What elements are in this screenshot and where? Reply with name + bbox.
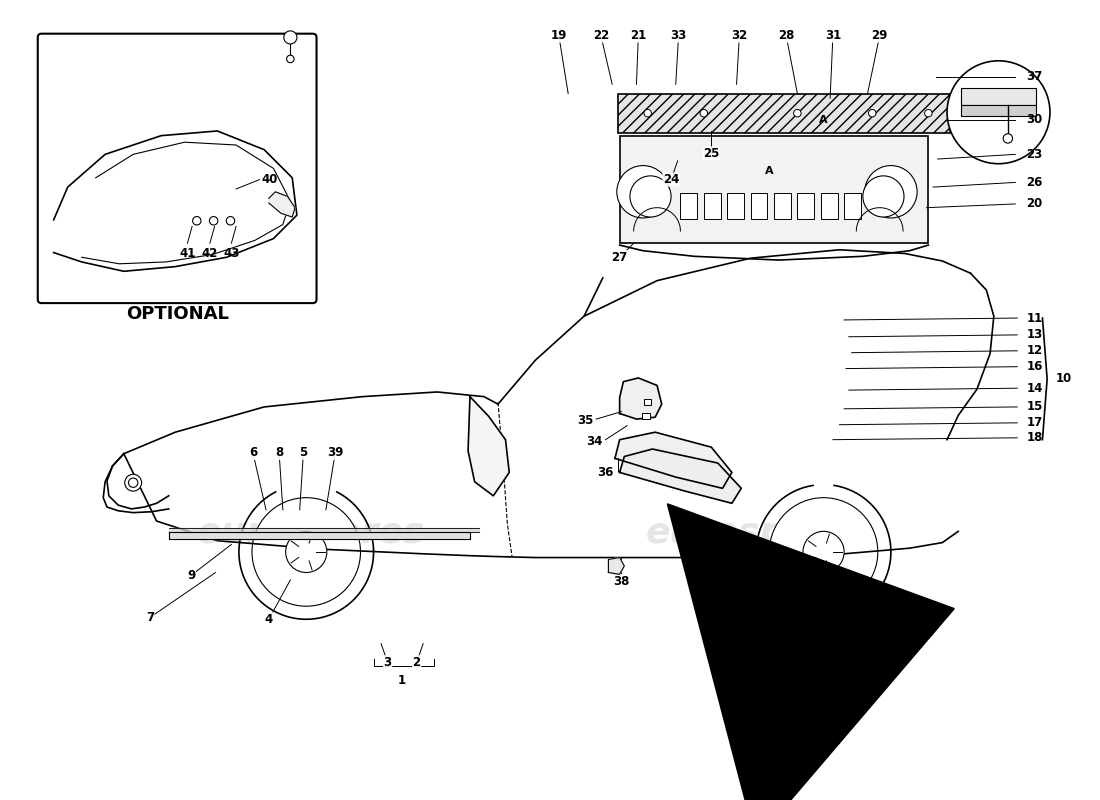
Text: 15: 15: [1026, 401, 1043, 414]
Text: 29: 29: [871, 29, 888, 42]
Text: 6: 6: [249, 446, 257, 459]
Bar: [644, 399, 651, 405]
FancyBboxPatch shape: [37, 34, 317, 303]
Circle shape: [700, 110, 707, 117]
Text: 26: 26: [1026, 176, 1043, 189]
Text: 4: 4: [265, 613, 273, 626]
Text: A: A: [820, 114, 828, 125]
Bar: [961, 105, 1036, 116]
Bar: [642, 414, 650, 419]
Text: 3: 3: [384, 656, 392, 669]
Text: 25: 25: [703, 147, 719, 160]
Text: 9: 9: [187, 569, 196, 582]
Circle shape: [1003, 134, 1012, 143]
Bar: [961, 88, 1036, 105]
Circle shape: [252, 498, 361, 606]
Text: 13: 13: [1026, 329, 1043, 342]
Text: 21: 21: [630, 29, 647, 42]
Text: 20: 20: [1026, 198, 1043, 210]
Bar: [619, 136, 928, 243]
Bar: [704, 193, 720, 219]
Polygon shape: [168, 528, 480, 532]
Polygon shape: [615, 432, 732, 488]
Text: 33: 33: [670, 29, 686, 42]
Text: OPTIONAL: OPTIONAL: [125, 305, 229, 323]
Bar: [844, 193, 861, 219]
Circle shape: [227, 217, 234, 225]
Bar: [798, 193, 814, 219]
Circle shape: [925, 110, 932, 117]
Circle shape: [284, 31, 297, 44]
Text: 10: 10: [1056, 372, 1071, 386]
Text: 18: 18: [1026, 431, 1043, 444]
Text: 37: 37: [1026, 70, 1043, 83]
Text: 36: 36: [597, 466, 614, 479]
Circle shape: [869, 110, 876, 117]
Circle shape: [287, 55, 294, 62]
Text: 39: 39: [327, 446, 343, 459]
Circle shape: [124, 474, 142, 491]
Text: A: A: [764, 166, 773, 176]
Text: 31: 31: [825, 29, 842, 42]
Polygon shape: [268, 192, 295, 217]
Polygon shape: [608, 558, 625, 574]
Bar: [727, 193, 744, 219]
Circle shape: [803, 531, 844, 573]
Circle shape: [192, 217, 201, 225]
Circle shape: [209, 217, 218, 225]
Circle shape: [630, 176, 671, 217]
Polygon shape: [619, 378, 662, 419]
Text: 14: 14: [1026, 382, 1043, 394]
Circle shape: [947, 61, 1050, 164]
Polygon shape: [168, 532, 470, 539]
Bar: [774, 193, 791, 219]
Circle shape: [865, 166, 917, 218]
Text: 28: 28: [778, 29, 794, 42]
Text: 41: 41: [179, 247, 196, 260]
Text: 38: 38: [614, 575, 629, 588]
Text: 34: 34: [586, 435, 603, 448]
Text: 40: 40: [262, 173, 277, 186]
Text: 30: 30: [1026, 114, 1043, 126]
Circle shape: [617, 166, 669, 218]
Text: 2: 2: [412, 656, 420, 669]
Circle shape: [129, 478, 138, 487]
Circle shape: [769, 498, 878, 606]
Text: 42: 42: [201, 247, 218, 260]
Text: 23: 23: [1026, 148, 1043, 161]
Bar: [681, 193, 697, 219]
Text: 27: 27: [612, 250, 628, 264]
Text: 16: 16: [1026, 360, 1043, 374]
Text: 32: 32: [732, 29, 748, 42]
Polygon shape: [619, 449, 741, 503]
Text: 8: 8: [275, 446, 283, 459]
Text: 7: 7: [146, 611, 154, 624]
Text: 12: 12: [1026, 344, 1043, 358]
Text: 11: 11: [1026, 311, 1043, 325]
Text: 19: 19: [551, 29, 566, 42]
Text: 22: 22: [593, 29, 609, 42]
Polygon shape: [469, 397, 509, 496]
Circle shape: [286, 531, 327, 573]
Circle shape: [644, 110, 651, 117]
Bar: [618, 94, 950, 133]
Circle shape: [862, 176, 904, 217]
Circle shape: [793, 110, 801, 117]
Bar: [750, 193, 768, 219]
Text: 24: 24: [663, 173, 680, 186]
Text: 35: 35: [578, 414, 593, 427]
Text: 43: 43: [223, 247, 240, 260]
Text: eurospares: eurospares: [646, 516, 874, 550]
Text: eurospares: eurospares: [197, 516, 426, 550]
Bar: [821, 193, 837, 219]
Text: 17: 17: [1026, 416, 1043, 430]
Text: 1: 1: [397, 674, 406, 686]
Text: 5: 5: [299, 446, 308, 459]
